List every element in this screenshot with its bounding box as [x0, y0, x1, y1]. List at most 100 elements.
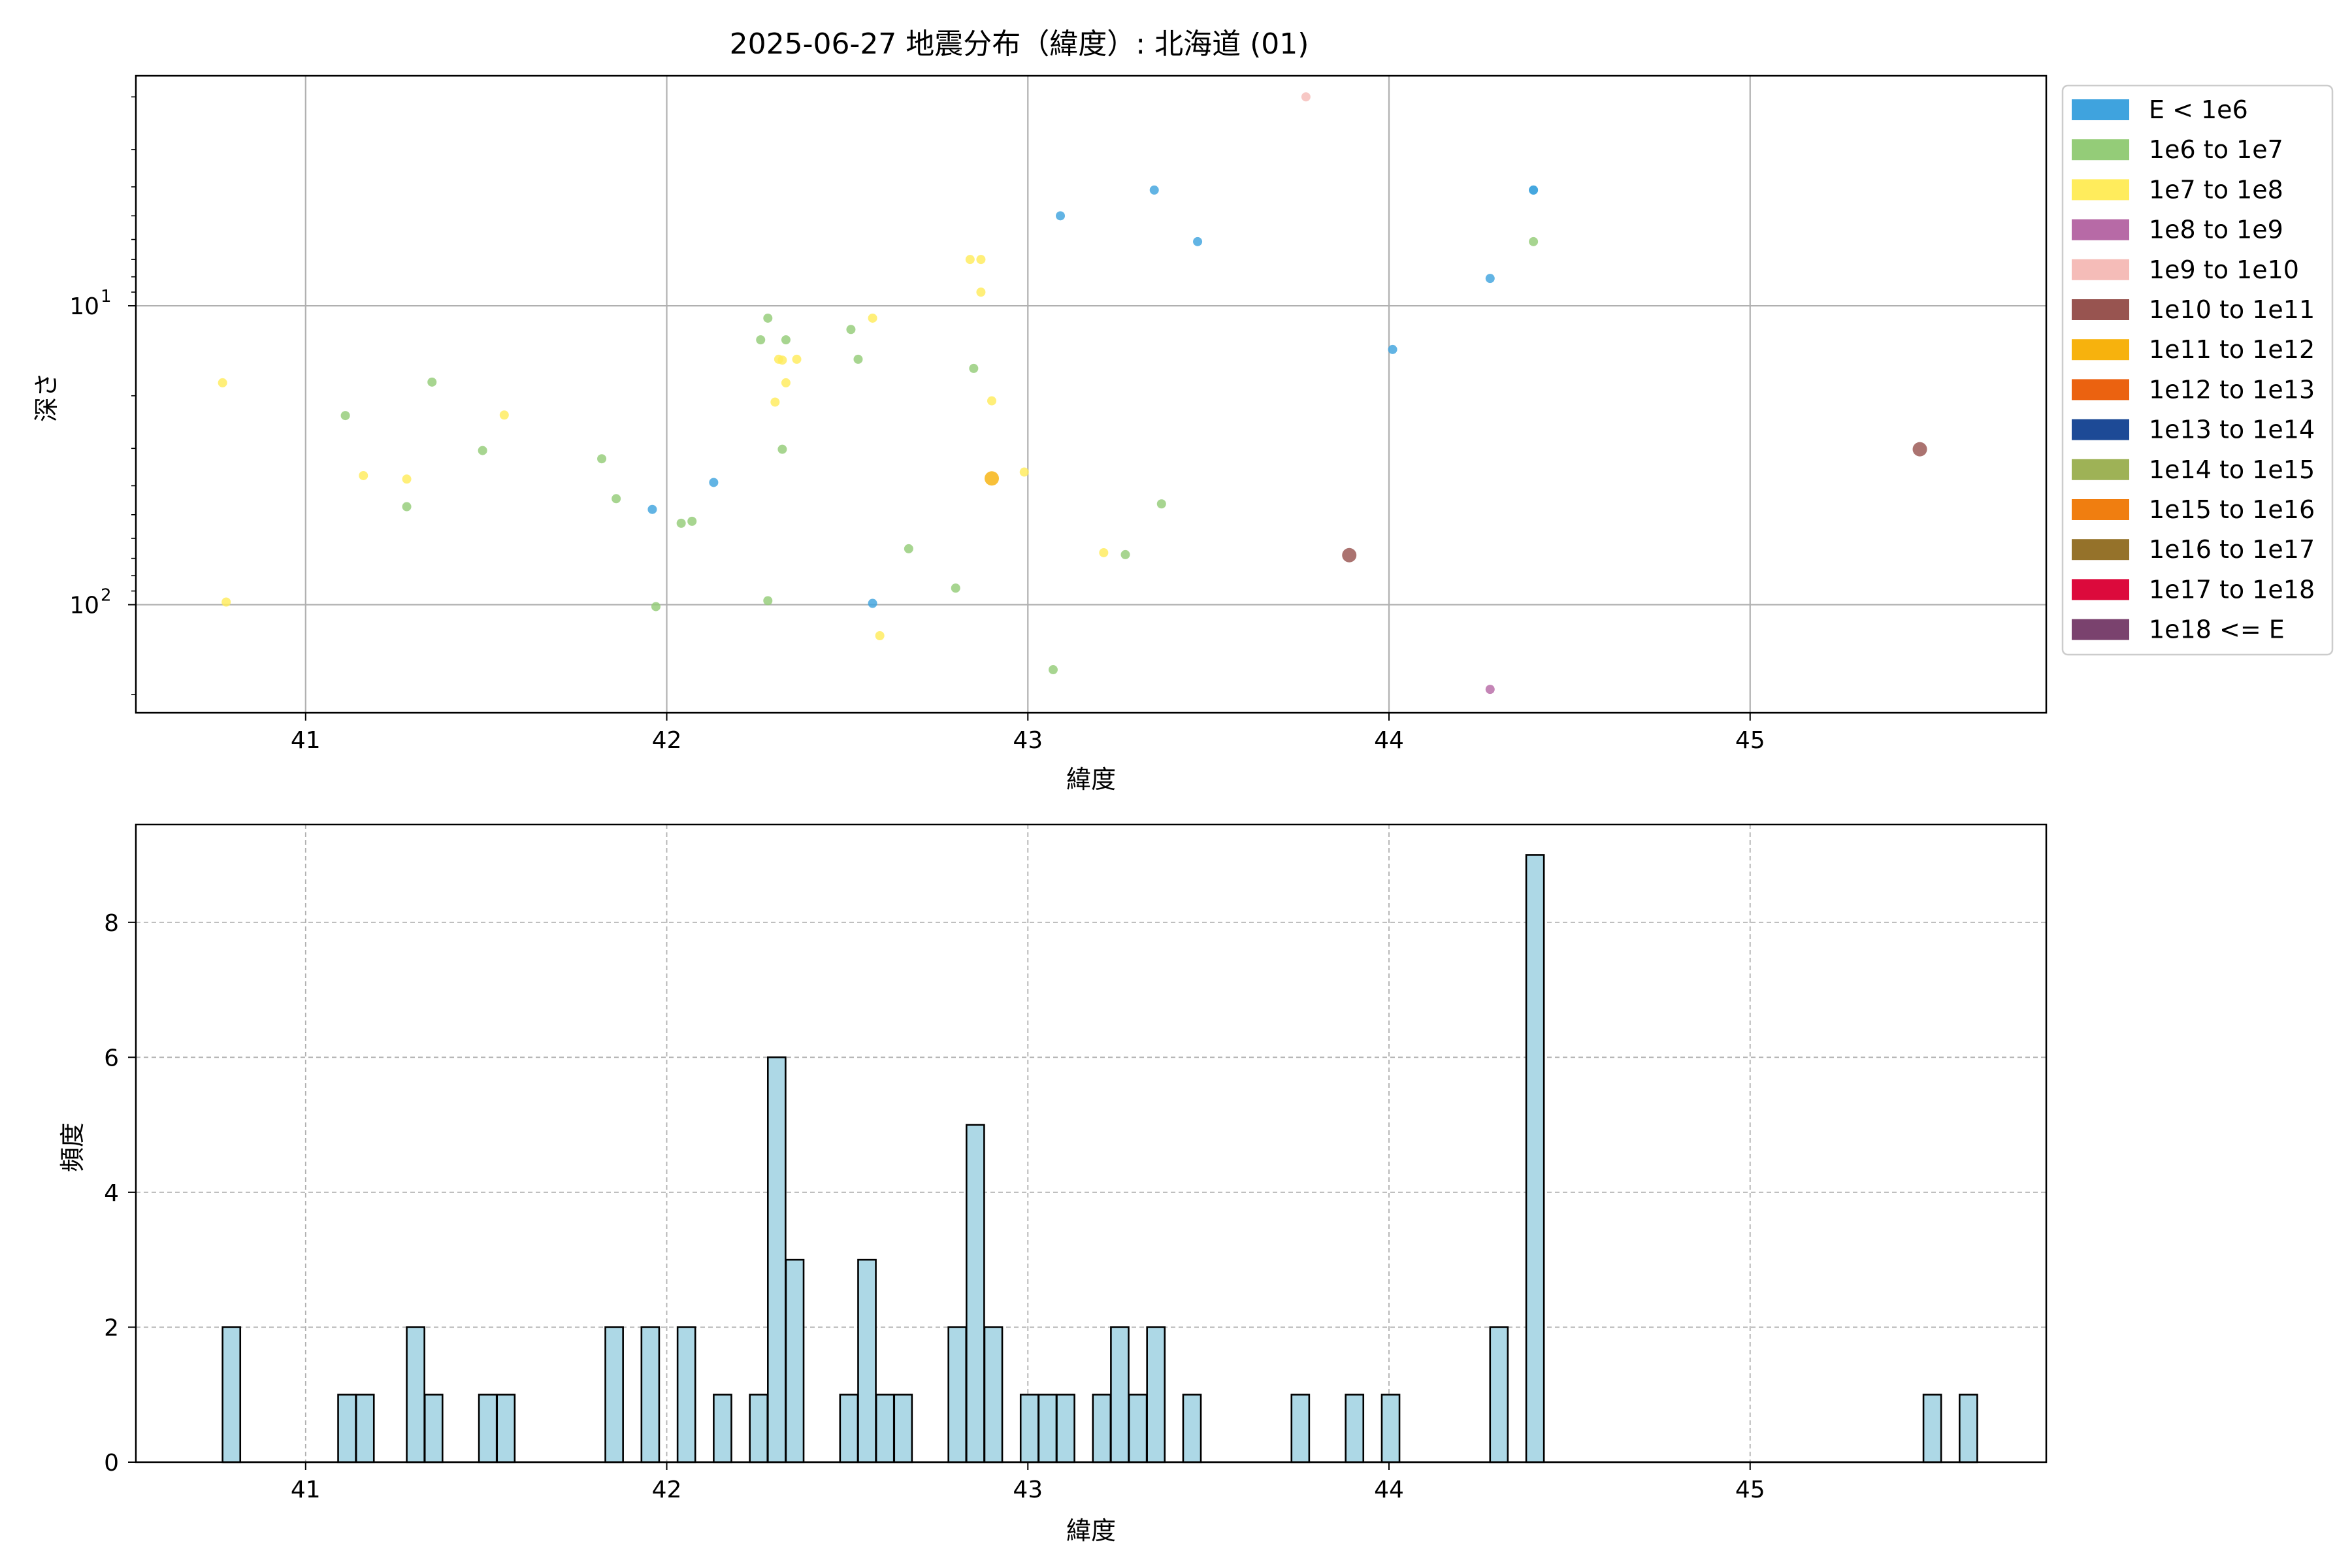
- histogram-bar: [221, 1326, 242, 1463]
- histogram-axes-frame: [135, 823, 2048, 1463]
- scatter-axes-frame: [135, 74, 2048, 714]
- scatter-point: [597, 454, 607, 464]
- histogram-bar: [640, 1326, 661, 1463]
- scatter-point: [951, 583, 960, 593]
- scatter-point: [612, 494, 621, 504]
- legend-label: 1e8 to 1e9: [2149, 216, 2283, 244]
- scatter-point: [687, 516, 697, 526]
- figure-title: 2025-06-27 地震分布（緯度）: 北海道 (01): [730, 27, 1309, 61]
- scatter-point: [777, 355, 787, 365]
- legend-swatch: [2072, 619, 2129, 640]
- scatter-point: [868, 313, 877, 323]
- scatter-point: [499, 410, 509, 420]
- scatter-point: [402, 474, 412, 484]
- legend-label: 1e11 to 1e12: [2149, 335, 2315, 364]
- scatter-point: [770, 397, 780, 407]
- scatter-point: [709, 478, 719, 487]
- histogram-bar: [676, 1326, 696, 1463]
- histogram-bar: [604, 1326, 624, 1463]
- histogram-bar: [1922, 1394, 1942, 1463]
- histogram-x-tick-label: 41: [291, 1477, 321, 1503]
- histogram-bar: [839, 1394, 859, 1463]
- scatter-point: [218, 378, 227, 387]
- histogram-x-tick-label: 45: [1735, 1477, 1765, 1503]
- legend-label: 1e9 to 1e10: [2149, 255, 2299, 284]
- scatter-point: [965, 255, 975, 265]
- scatter-point: [976, 287, 986, 297]
- histogram-bar: [766, 1056, 787, 1463]
- scatter-point: [676, 518, 686, 528]
- scatter-grid: [136, 76, 2046, 713]
- histogram-bar: [713, 1394, 732, 1463]
- legend-entries: E < 1e6 1e6 to 1e7 1e7 to 1e8 1e8 to 1e9 1e9…: [2072, 95, 2315, 644]
- scatter-x-label: 緯度: [1066, 765, 1116, 794]
- histogram-x-tick-label: 42: [652, 1477, 682, 1503]
- histogram-bars: [221, 854, 1978, 1463]
- histogram-bar: [1290, 1394, 1311, 1463]
- legend-swatch: [2072, 379, 2129, 400]
- scatter-point: [969, 363, 979, 373]
- histogram-bar: [893, 1394, 913, 1463]
- histogram-bar: [406, 1326, 425, 1463]
- scatter-point: [478, 446, 487, 455]
- scatter-point: [647, 504, 657, 514]
- histogram-bar: [749, 1394, 769, 1463]
- histogram-bar: [355, 1394, 375, 1463]
- histogram-x-ticks: 41 42 43 44 45: [291, 1462, 1765, 1503]
- scatter-point: [756, 335, 766, 345]
- scatter-point: [763, 313, 773, 323]
- histogram-y-tick-label: 2: [104, 1315, 119, 1341]
- scatter-point: [1120, 549, 1130, 559]
- scatter-y-tick-label: 10: [69, 593, 99, 619]
- legend-label: 1e15 to 1e16: [2149, 495, 2315, 524]
- histogram-bar: [966, 1124, 985, 1463]
- histogram-bar: [785, 1258, 805, 1463]
- histogram-bar: [1345, 1394, 1365, 1463]
- legend-swatch: [2072, 499, 2129, 520]
- scatter-point: [1529, 185, 1539, 195]
- scatter-point: [777, 444, 787, 454]
- histogram-bar: [337, 1394, 357, 1463]
- legend-swatch: [2072, 219, 2129, 240]
- scatter-point: [781, 335, 791, 345]
- histogram-bar: [1182, 1394, 1202, 1463]
- histogram-x-label: 緯度: [1066, 1516, 1116, 1545]
- scatter-point: [987, 396, 996, 406]
- scatter-point: [651, 602, 661, 612]
- legend-swatch: [2072, 179, 2129, 201]
- legend-swatch: [2072, 259, 2129, 280]
- scatter-x-tick-label: 41: [291, 727, 321, 754]
- histogram-bar: [478, 1394, 498, 1463]
- legend-label: 1e10 to 1e11: [2149, 295, 2315, 324]
- scatter-point: [792, 354, 802, 364]
- scatter-points: [218, 92, 1927, 694]
- scatter-point: [904, 544, 913, 553]
- scatter-y-tick-label: 10: [69, 293, 99, 320]
- scatter-point: [1099, 547, 1109, 557]
- legend-swatch: [2072, 299, 2129, 320]
- scatter-point: [853, 354, 863, 364]
- scatter-point: [221, 597, 231, 607]
- legend: E < 1e6 1e6 to 1e7 1e7 to 1e8 1e8 to 1e9 1e9…: [2061, 84, 2334, 656]
- legend-label: 1e16 to 1e17: [2149, 535, 2315, 564]
- scatter-point: [984, 471, 999, 486]
- scatter-point: [1156, 499, 1166, 509]
- histogram-bar: [1380, 1394, 1401, 1463]
- scatter-point: [868, 598, 877, 608]
- scatter-point: [1193, 237, 1203, 246]
- histogram-x-tick-label: 44: [1374, 1477, 1404, 1503]
- scatter-point: [875, 631, 885, 641]
- scatter-y-label: 深さ: [32, 372, 61, 422]
- histogram-bar: [1146, 1326, 1166, 1463]
- scatter-point: [1529, 237, 1539, 246]
- scatter-x-tick-label: 42: [652, 727, 682, 754]
- histogram-bar: [1489, 1326, 1509, 1463]
- scatter-point: [1019, 467, 1029, 477]
- histogram-bar: [1092, 1394, 1112, 1463]
- legend-swatch: [2072, 539, 2129, 561]
- histogram-bar: [983, 1326, 1004, 1463]
